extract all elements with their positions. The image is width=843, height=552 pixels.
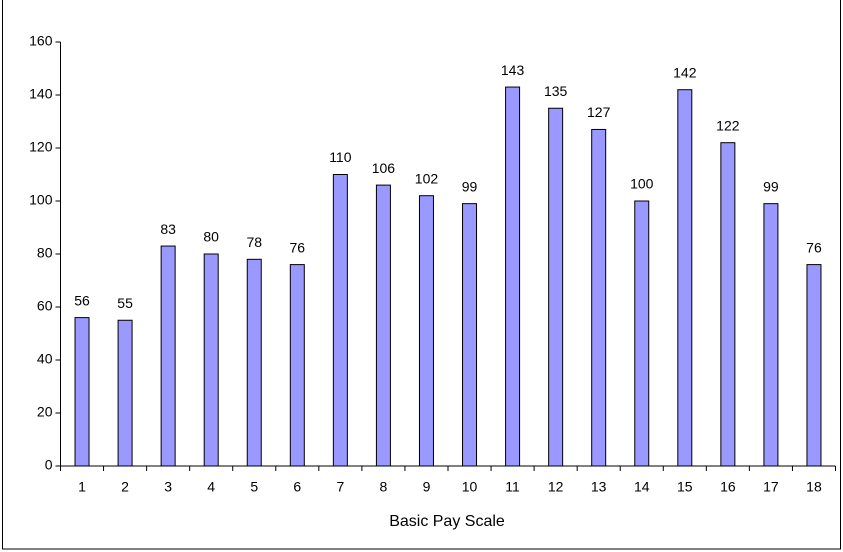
bar (548, 107, 564, 467)
bar (505, 86, 521, 467)
data-label: 83 (160, 221, 176, 237)
bar (720, 142, 736, 467)
bar (203, 253, 219, 467)
x-tick-label: 13 (591, 479, 607, 495)
data-label: 76 (806, 239, 822, 255)
bar (634, 200, 650, 467)
x-tick-label: 11 (505, 479, 520, 495)
data-label: 122 (716, 117, 740, 133)
data-label: 102 (415, 170, 439, 186)
data-label: 99 (763, 178, 779, 194)
data-label: 135 (544, 83, 568, 99)
data-label: 78 (246, 234, 262, 250)
y-tick-label: 60 (37, 298, 53, 314)
x-tick-label: 4 (207, 479, 215, 495)
bar (591, 128, 607, 467)
y-tick-label: 0 (45, 457, 53, 473)
x-tick-label: 17 (763, 479, 779, 495)
x-tick-label: 1 (78, 479, 86, 495)
bar (418, 195, 434, 467)
bar (332, 174, 348, 467)
y-tick-label: 140 (29, 86, 53, 102)
x-tick-label: 16 (720, 479, 736, 495)
y-tick-label: 100 (29, 192, 53, 208)
data-label: 55 (117, 295, 133, 311)
data-label: 106 (372, 160, 396, 176)
x-tick-label: 18 (806, 479, 822, 495)
bar (117, 319, 133, 467)
y-tick-label: 120 (29, 139, 53, 155)
data-label: 110 (329, 149, 352, 165)
data-label: 142 (673, 64, 697, 80)
x-tick-label: 9 (423, 479, 431, 495)
x-tick-label: 7 (336, 479, 344, 495)
data-label: 99 (462, 178, 478, 194)
data-label: 80 (203, 229, 219, 245)
bar (289, 264, 305, 467)
bar (462, 203, 478, 467)
y-tick-label: 20 (37, 404, 53, 420)
x-tick-label: 14 (634, 479, 650, 495)
x-tick-label: 15 (677, 479, 693, 495)
bar (160, 245, 176, 467)
x-tick-label: 10 (462, 479, 478, 495)
x-tick-label: 2 (121, 479, 129, 495)
bar (677, 89, 693, 467)
y-tick-label: 80 (37, 245, 53, 261)
bar (806, 264, 822, 467)
y-tick-label: 40 (37, 351, 53, 367)
bar (246, 258, 262, 467)
y-tick-label: 160 (29, 33, 53, 49)
x-tick-label: 6 (293, 479, 301, 495)
bar (763, 203, 779, 467)
data-label: 100 (630, 176, 654, 192)
x-axis-label: Basic Pay Scale (389, 513, 505, 530)
x-tick-label: 5 (250, 479, 258, 495)
x-tick-label: 8 (380, 479, 388, 495)
data-label: 76 (290, 239, 306, 255)
x-tick-label: 12 (548, 479, 564, 495)
data-label: 56 (74, 292, 90, 308)
data-label: 127 (587, 104, 611, 120)
bar (74, 317, 90, 467)
bar (375, 184, 391, 467)
x-tick-label: 3 (164, 479, 172, 495)
data-label: 143 (501, 62, 525, 78)
